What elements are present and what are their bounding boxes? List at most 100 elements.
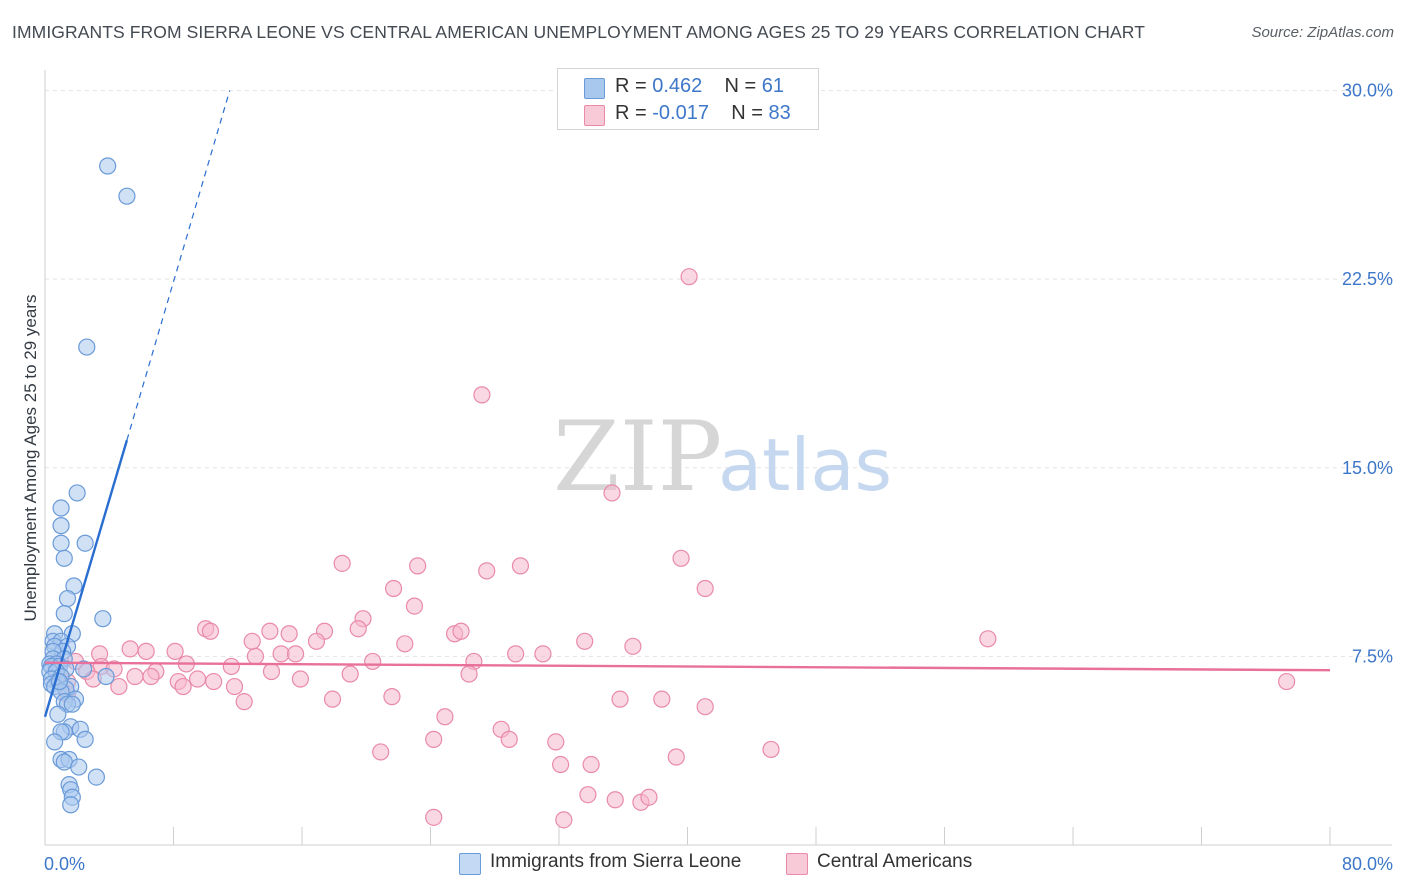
data-point bbox=[243, 632, 261, 650]
sierra-leone-trend-line bbox=[43, 439, 129, 718]
correlation-legend: R = 0.462 N = 61 R = -0.017 N = 83 bbox=[557, 68, 819, 130]
data-point bbox=[603, 484, 621, 502]
legend-r-label: R = bbox=[615, 102, 653, 124]
data-point bbox=[696, 579, 714, 598]
data-point bbox=[460, 665, 478, 683]
data-point bbox=[409, 557, 427, 575]
y-tick-label: 15.0% bbox=[1342, 458, 1393, 478]
data-point bbox=[291, 670, 309, 688]
watermark: ZIP atlas bbox=[553, 401, 892, 513]
legend-n-label: N = bbox=[731, 102, 769, 124]
data-point bbox=[579, 786, 597, 804]
data-point bbox=[110, 677, 128, 696]
data-point bbox=[547, 733, 565, 751]
data-point bbox=[582, 755, 600, 774]
data-point bbox=[511, 557, 530, 575]
y-axis-label: Unemployment Among Ages 25 to 29 years bbox=[21, 295, 40, 622]
data-point bbox=[118, 187, 136, 205]
data-point bbox=[97, 667, 115, 686]
bottom-legend-label: Central Americans bbox=[817, 851, 973, 872]
data-point bbox=[762, 740, 780, 759]
data-point bbox=[52, 499, 70, 517]
sierra-leone-points bbox=[41, 157, 136, 814]
legend-swatch-blue bbox=[584, 78, 605, 99]
data-point bbox=[552, 755, 570, 774]
data-point bbox=[174, 677, 192, 696]
data-point bbox=[286, 645, 305, 663]
data-point bbox=[323, 690, 342, 708]
data-point bbox=[142, 667, 160, 686]
data-point bbox=[611, 690, 629, 708]
data-point bbox=[76, 534, 94, 552]
data-point bbox=[425, 808, 443, 826]
data-point bbox=[99, 157, 117, 175]
x-tick-label: 0.0% bbox=[44, 854, 85, 874]
data-point bbox=[696, 698, 714, 716]
data-point bbox=[653, 690, 671, 708]
legend-n-value: 61 bbox=[761, 75, 785, 97]
data-point bbox=[436, 708, 454, 726]
data-point bbox=[62, 796, 80, 814]
data-point bbox=[222, 657, 240, 676]
data-point bbox=[383, 688, 401, 706]
data-point bbox=[507, 645, 525, 663]
data-point bbox=[121, 640, 139, 658]
data-point bbox=[349, 620, 367, 638]
x-tick-labels: 0.0% 80.0% bbox=[44, 854, 1393, 874]
data-point bbox=[606, 791, 624, 809]
y-tick-label: 30.0% bbox=[1342, 81, 1393, 101]
trend-lines bbox=[43, 90, 1331, 718]
central-americans-trend-line bbox=[44, 661, 1331, 672]
data-point bbox=[405, 597, 424, 615]
data-point bbox=[640, 788, 658, 806]
data-point bbox=[272, 645, 290, 663]
data-point bbox=[49, 705, 67, 723]
data-point bbox=[201, 622, 220, 640]
data-point bbox=[205, 672, 223, 691]
bottom-legend-swatch-pink bbox=[786, 853, 808, 875]
legend-r-value: 0.462 bbox=[652, 75, 703, 97]
data-point bbox=[74, 660, 93, 678]
data-point bbox=[555, 811, 573, 829]
data-point bbox=[78, 338, 96, 356]
legend-swatch-pink bbox=[584, 105, 605, 126]
x-tick-label: 80.0% bbox=[1342, 854, 1393, 874]
y-tick-labels: 7.5% 15.0% 22.5% 30.0% bbox=[1342, 81, 1393, 667]
chart-title: IMMIGRANTS FROM SIERRA LEONE VS CENTRAL … bbox=[12, 22, 1146, 42]
data-point bbox=[473, 386, 491, 404]
data-point bbox=[341, 665, 359, 683]
legend-r-value: -0.017 bbox=[652, 102, 709, 124]
legend-n-label: N = bbox=[724, 75, 762, 97]
y-tick-label: 7.5% bbox=[1352, 646, 1393, 666]
data-point bbox=[52, 517, 70, 535]
data-point bbox=[307, 632, 326, 650]
data-point bbox=[76, 730, 94, 748]
data-point bbox=[126, 667, 144, 686]
data-point bbox=[478, 562, 496, 580]
data-point bbox=[534, 645, 552, 663]
data-point bbox=[70, 758, 88, 776]
grid-lines bbox=[45, 90, 1392, 657]
data-point bbox=[280, 625, 298, 643]
chart-source: Source: ZipAtlas.com bbox=[1251, 24, 1394, 41]
data-point bbox=[87, 768, 106, 786]
central-americans-points bbox=[49, 268, 1296, 829]
data-point bbox=[500, 730, 518, 748]
data-point bbox=[68, 484, 86, 502]
data-point bbox=[452, 622, 470, 640]
data-point bbox=[246, 647, 265, 665]
data-point bbox=[425, 730, 443, 748]
data-point bbox=[384, 579, 403, 598]
data-point bbox=[364, 652, 382, 671]
data-point bbox=[667, 748, 685, 766]
data-point bbox=[979, 630, 997, 648]
legend-n-value: 83 bbox=[768, 102, 791, 124]
data-point bbox=[1278, 672, 1296, 691]
data-point bbox=[235, 693, 253, 711]
data-point bbox=[262, 662, 281, 681]
data-point bbox=[63, 695, 81, 713]
data-point bbox=[137, 642, 155, 660]
sierra-leone-trend-extension bbox=[126, 90, 231, 441]
data-point bbox=[46, 733, 64, 751]
